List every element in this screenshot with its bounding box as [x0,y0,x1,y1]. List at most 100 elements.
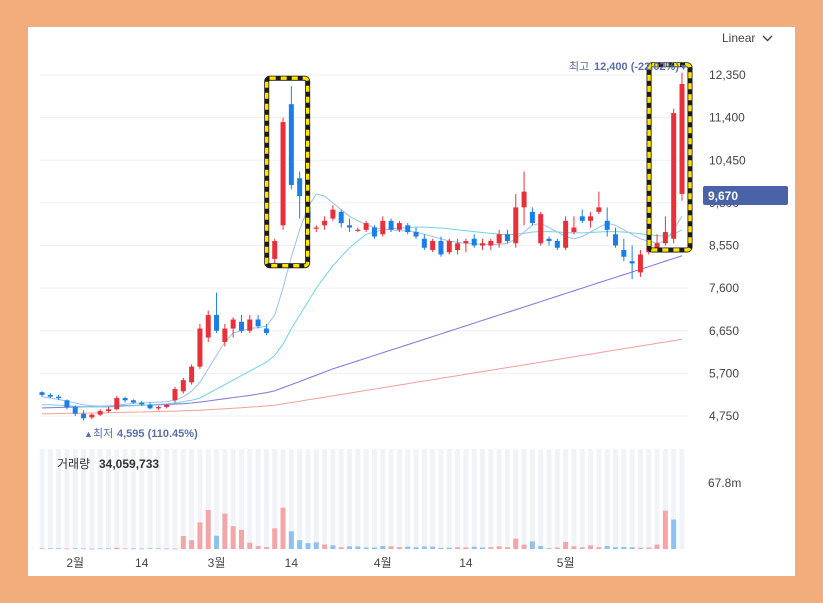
candle [662,216,668,246]
volume-stripe [546,449,552,549]
candle [613,227,619,248]
candle [371,225,377,239]
candle [330,205,336,221]
volume-bar [621,547,627,549]
volume-stripe [430,449,436,549]
candle [504,229,510,244]
chevron-down-icon[interactable] [762,35,773,42]
volume-stripe [247,449,253,549]
candle [455,238,461,255]
volume-bar [571,546,577,549]
y-tick-label: 11,400 [709,111,745,125]
volume-bar [629,547,635,549]
volume-stripe [297,449,303,549]
candle [155,405,161,411]
volume-stripe [288,449,294,549]
volume-bar [313,542,319,549]
volume-bar [280,507,286,549]
low-label: 최저 [93,427,113,440]
volume-bar [521,544,527,549]
volume-bar [363,547,369,549]
volume-bar [671,519,677,549]
volume-stripe [280,449,286,549]
candle [405,223,411,235]
volume-stripe [97,449,103,549]
ma120-line [41,338,683,415]
volume-bar [637,547,643,549]
volume-stripe [480,449,486,549]
candle [446,238,452,255]
volume-stripe [554,449,560,549]
volume-axis-label: 67.8m [708,476,741,490]
candle [180,377,186,394]
volume-stripe [238,449,244,549]
candle [538,211,544,246]
volume-stripe [396,449,402,549]
volume-stripe [538,449,544,549]
candle [438,236,444,257]
candle [164,403,170,409]
volume-stripe [56,449,62,549]
candle [629,245,635,280]
candle [322,216,328,230]
volume-stripe [596,449,602,549]
x-tick-label: 14 [285,556,299,570]
volume-stripe [488,449,494,549]
volume-bar [463,547,469,549]
volume-stripe [637,449,643,549]
candle [529,207,535,226]
volume-bar [39,548,45,550]
volume-bar [579,547,585,549]
x-tick-label: 5월 [557,556,575,570]
volume-bar [56,548,62,550]
volume-value: 34,059,733 [99,457,159,471]
volume-bar [64,548,70,550]
volume-bar [47,548,53,550]
candle [463,238,469,253]
candle [496,229,502,248]
volume-bar [588,545,594,549]
candle [480,238,486,250]
volume-stripe [214,449,220,549]
volume-panel-header: 거래량 34,059,733 67.8m [57,457,741,490]
y-tick-label: 5,700 [709,366,739,380]
volume-bar [197,522,203,549]
volume-bar [513,538,519,549]
volume-bar [222,513,228,549]
y-axis-ticks: 12,35011,40010,4509,5008,5507,6006,6505,… [709,68,746,423]
volume-bar [355,546,361,549]
volume-stripe [521,449,527,549]
volume-bar [488,547,494,549]
volume-stripe [646,449,652,549]
volume-stripe [380,449,386,549]
volume-bar [613,547,619,549]
volume-bar [180,536,186,549]
volume-background-stripes [39,449,685,549]
volume-stripe [81,449,87,549]
volume-stripe [72,449,78,549]
y-tick-label: 4,750 [709,409,739,423]
low-value: 4,595 (110.45%) [117,428,198,440]
volume-bar [263,547,269,549]
volume-stripe [230,449,236,549]
volume-bar [446,547,452,549]
volume-bar [438,547,444,549]
scale-selector-label[interactable]: Linear [722,31,755,45]
scale-selector[interactable]: Linear [722,31,773,45]
grid-lines [40,74,688,417]
ma60-line [41,255,683,409]
candle [571,216,577,235]
volume-stripe [47,449,53,549]
volume-bar [238,529,244,549]
candle [189,364,195,385]
volume-stripe [105,449,111,549]
candle [172,386,178,403]
y-tick-label: 12,350 [709,68,746,82]
volume-stripe [263,449,269,549]
ma20-line [42,226,683,408]
volume-bar [338,547,344,549]
volume-stripe [388,449,394,549]
volume-stripe [363,449,369,549]
volume-bar [255,546,261,549]
volume-bars [39,507,677,550]
